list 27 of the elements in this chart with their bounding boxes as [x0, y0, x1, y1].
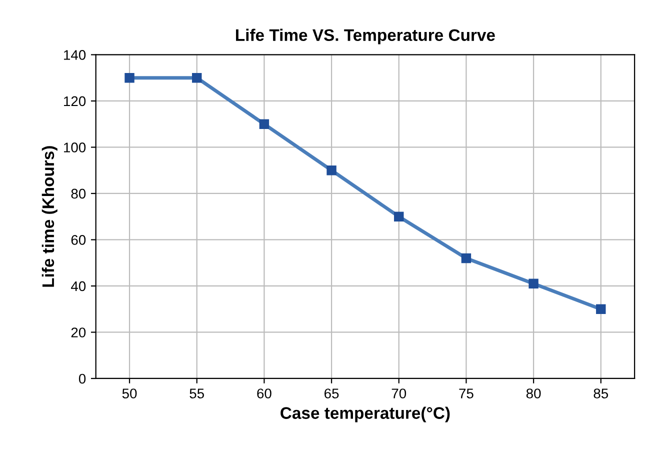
- x-tick-label: 60: [257, 388, 272, 398]
- y-tick-label: 100: [64, 142, 86, 152]
- x-tick-label: 50: [122, 388, 137, 398]
- chart-title: Life Time VS. Temperature Curve: [236, 28, 495, 44]
- point: [192, 72, 202, 83]
- x-tick-label: 70: [392, 388, 406, 398]
- point: [528, 278, 538, 289]
- x-tick-label: 80: [526, 388, 541, 398]
- point: [259, 119, 270, 129]
- y-tick-label: 40: [70, 281, 86, 292]
- x-tick-label: 75: [459, 388, 474, 398]
- point: [461, 253, 472, 264]
- y-tick-label: 140: [64, 50, 86, 60]
- y-tick-label: 0: [78, 374, 86, 384]
- x-axis-title: Case temperature(°C): [280, 406, 450, 422]
- y-tick-label: 20: [71, 328, 86, 338]
- point: [596, 304, 606, 314]
- x-tick-label: 55: [190, 388, 204, 398]
- x-tick-label: 65: [324, 388, 339, 398]
- x-tick-label: 85: [594, 388, 608, 398]
- y-tick-label: 80: [71, 188, 86, 199]
- y-tick-label: 120: [64, 96, 86, 106]
- point: [394, 212, 404, 222]
- y-tick-label: 60: [71, 235, 86, 245]
- point: [326, 165, 336, 176]
- point: [124, 72, 134, 83]
- y-axis-title: Life time (Khours): [42, 146, 58, 287]
